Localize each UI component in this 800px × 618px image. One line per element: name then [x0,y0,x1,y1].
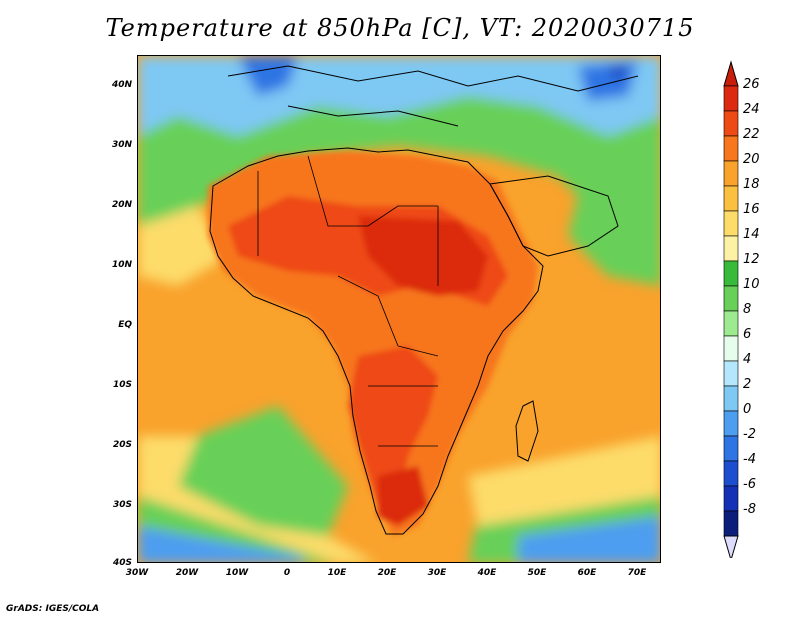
colorbar-label: 20 [743,152,760,167]
colorbar-box [723,235,739,262]
lat-label-10s: 10S [112,380,132,390]
colorbar-top-arrow [723,60,739,87]
arabia-outline [489,175,619,257]
colorbar-label: -8 [743,502,756,517]
country-borders [257,155,439,447]
colorbar [723,60,739,558]
temperature-map [137,55,661,563]
lat-label-10n: 10N [111,260,132,270]
lon-label-20e: 20E [377,568,397,578]
colorbar-label: 22 [743,127,760,142]
lat-label-40s: 40S [112,558,132,568]
colorbar-box [723,135,739,162]
colorbar-label: 12 [743,252,760,267]
colorbar-box [723,485,739,512]
colorbar-label: 18 [743,177,760,192]
colorbar-label: -6 [743,477,756,492]
colorbar-label: -2 [743,427,756,442]
colorbar-label: 10 [743,277,760,292]
colorbar-box [723,460,739,487]
colorbar-box [723,260,739,287]
colorbar-box [723,210,739,237]
lon-label-60e: 60E [577,568,597,578]
lon-label-40e: 40E [477,568,497,578]
madagascar-outline [515,400,539,462]
temperature-field [138,56,660,562]
colorbar-label: 6 [743,327,752,342]
colorbar-box [723,285,739,312]
lat-label-30s: 30S [112,500,132,510]
colorbar-label: -4 [743,452,756,467]
lat-label-40n: 40N [111,80,132,90]
lat-label-20n: 20N [111,200,132,210]
africa-coastline [209,147,544,535]
grads-credit: GrADS: IGES/COLA [6,604,100,614]
colorbar-label: 24 [743,102,760,117]
lat-label-30n: 30N [111,140,132,150]
colorbar-box [723,185,739,212]
colorbar-box [723,85,739,112]
lon-label-50e: 50E [527,568,547,578]
lon-label-10e: 10E [327,568,347,578]
lat-label-20s: 20S [112,440,132,450]
colorbar-label: 4 [743,352,752,367]
colorbar-label: 26 [743,77,760,92]
colorbar-label: 14 [743,227,760,242]
lon-label-0: 0 [283,568,291,578]
colorbar-box [723,385,739,412]
colorbar-box [723,510,739,537]
lon-label-30e: 30E [427,568,447,578]
lon-label-70e: 70E [627,568,647,578]
lat-label-eq: EQ [118,320,132,330]
colorbar-label: 16 [743,202,760,217]
colorbar-box [723,360,739,387]
lon-label-30w: 30W [125,568,149,578]
colorbar-box [723,310,739,337]
colorbar-label: 2 [743,377,752,392]
colorbar-box [723,435,739,462]
colorbar-label: 0 [743,402,752,417]
colorbar-bottom-arrow [723,535,739,558]
europe-outline [227,65,639,127]
colorbar-box [723,160,739,187]
colorbar-label: 8 [743,302,752,317]
colorbar-box [723,110,739,137]
lon-label-10w: 10W [225,568,249,578]
colorbar-box [723,335,739,362]
map-title: Temperature at 850hPa [C], VT: 202003071… [105,14,695,42]
lon-label-20w: 20W [175,568,199,578]
colorbar-box [723,410,739,437]
